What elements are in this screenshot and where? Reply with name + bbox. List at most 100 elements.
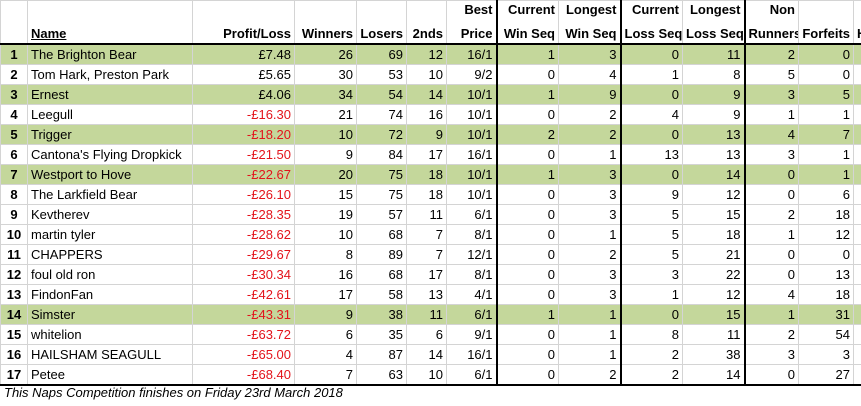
cell-longest-win-seq: 1 bbox=[558, 224, 621, 245]
cell-player-name: FindonFan bbox=[27, 284, 193, 305]
cell-position: 14 bbox=[0, 304, 28, 325]
cell-longest-win-seq: 1 bbox=[558, 304, 621, 325]
cell-non-runners: 3 bbox=[744, 344, 799, 365]
cell-non-runners: 2 bbox=[744, 204, 799, 225]
cell-player-name: Trigger bbox=[27, 124, 193, 145]
cell-holiday: 0 bbox=[853, 104, 861, 125]
cell-current-win-seq: 0 bbox=[495, 344, 559, 365]
header-current-win-seq: Current bbox=[495, 0, 559, 22]
header-profit-loss bbox=[192, 0, 295, 22]
header-seconds bbox=[406, 0, 447, 22]
cell-current-win-seq: 0 bbox=[495, 264, 559, 285]
cell-position: 3 bbox=[0, 84, 28, 105]
cell-current-loss-seq: 5 bbox=[619, 204, 683, 225]
cell-holiday: 1 bbox=[853, 184, 861, 205]
cell-player-name: The Brighton Bear bbox=[27, 43, 193, 65]
cell-best-price: 8/1 bbox=[446, 264, 497, 285]
cell-forfeits: 27 bbox=[798, 364, 854, 386]
cell-current-loss-seq: 1 bbox=[619, 64, 683, 85]
header-player-name bbox=[27, 0, 193, 22]
cell-longest-loss-seq: 13 bbox=[682, 124, 746, 145]
cell-losers: 58 bbox=[356, 284, 407, 305]
cell-losers: 72 bbox=[356, 124, 407, 145]
cell-current-loss-seq: 0 bbox=[619, 304, 683, 325]
cell-profit-loss: -£18.20 bbox=[192, 124, 295, 145]
cell-non-runners: 0 bbox=[744, 164, 799, 185]
cell-profit-loss: £4.06 bbox=[192, 84, 295, 105]
cell-current-win-seq: 1 bbox=[495, 84, 559, 105]
cell-player-name: Simster bbox=[27, 304, 193, 325]
cell-current-win-seq: 0 bbox=[495, 324, 559, 345]
table-row: 1 The Brighton Bear £7.48 26 69 12 16/1 1 3 0 11 2 0… bbox=[0, 43, 861, 65]
cell-seconds: 7 bbox=[406, 244, 447, 265]
cell-seconds: 10 bbox=[406, 64, 447, 85]
header-holiday: Holiday bbox=[853, 22, 861, 45]
header-profit-loss: Profit/Loss bbox=[192, 22, 295, 45]
header-losers bbox=[356, 0, 407, 22]
cell-holiday: 1 bbox=[853, 204, 861, 225]
cell-winners: 4 bbox=[294, 344, 357, 365]
cell-longest-loss-seq: 11 bbox=[682, 324, 746, 345]
cell-position: 8 bbox=[0, 184, 28, 205]
header-longest-loss-seq: Loss Seq bbox=[682, 22, 746, 45]
cell-longest-win-seq: 3 bbox=[558, 204, 621, 225]
cell-position: 5 bbox=[0, 124, 28, 145]
cell-winners: 26 bbox=[294, 43, 357, 65]
cell-player-name: Ernest bbox=[27, 84, 193, 105]
header-winners: Winners bbox=[294, 22, 357, 45]
cell-longest-loss-seq: 12 bbox=[682, 184, 746, 205]
cell-player-name: Westport to Hove bbox=[27, 164, 193, 185]
cell-profit-loss: -£16.30 bbox=[192, 104, 295, 125]
cell-holiday: 9 bbox=[853, 64, 861, 85]
cell-winners: 19 bbox=[294, 204, 357, 225]
cell-losers: 87 bbox=[356, 344, 407, 365]
cell-current-win-seq: 0 bbox=[495, 184, 559, 205]
cell-forfeits: 6 bbox=[798, 184, 854, 205]
naps-standings-table: Best Current Longest Current Longest Non Name P… bbox=[0, 0, 861, 386]
cell-forfeits: 3 bbox=[798, 344, 854, 365]
cell-current-loss-seq: 9 bbox=[619, 184, 683, 205]
cell-winners: 30 bbox=[294, 64, 357, 85]
cell-position: 7 bbox=[0, 164, 28, 185]
table-row: 2 Tom Hark, Preston Park £5.65 30 53 10 9/2 0 4 1… bbox=[0, 64, 861, 85]
header-non-runners: Runners bbox=[744, 22, 799, 45]
cell-longest-loss-seq: 15 bbox=[682, 304, 746, 325]
cell-forfeits: 54 bbox=[798, 324, 854, 345]
cell-longest-loss-seq: 14 bbox=[682, 164, 746, 185]
cell-longest-win-seq: 3 bbox=[558, 184, 621, 205]
cell-holiday: 0 bbox=[853, 144, 861, 165]
cell-position: 17 bbox=[0, 364, 28, 386]
cell-forfeits: 0 bbox=[798, 244, 854, 265]
cell-winners: 8 bbox=[294, 244, 357, 265]
cell-longest-loss-seq: 9 bbox=[682, 84, 746, 105]
cell-forfeits: 0 bbox=[798, 64, 854, 85]
header-row-bottom: Name Profit/Loss Winners Losers 2nds Price Win… bbox=[0, 22, 861, 45]
cell-best-price: 16/1 bbox=[446, 43, 497, 65]
cell-forfeits: 12 bbox=[798, 224, 854, 245]
header-current-loss-seq: Loss Seq bbox=[619, 22, 683, 45]
cell-best-price: 16/1 bbox=[446, 144, 497, 165]
cell-seconds: 18 bbox=[406, 184, 447, 205]
cell-current-loss-seq: 8 bbox=[619, 324, 683, 345]
cell-winners: 21 bbox=[294, 104, 357, 125]
table-row: 7 Westport to Hove -£22.67 20 75 18 10/1 1 3 0 14 0… bbox=[0, 164, 861, 185]
cell-player-name: Petee bbox=[27, 364, 193, 386]
cell-longest-loss-seq: 21 bbox=[682, 244, 746, 265]
cell-longest-win-seq: 2 bbox=[558, 364, 621, 386]
cell-profit-loss: £7.48 bbox=[192, 43, 295, 65]
cell-longest-win-seq: 1 bbox=[558, 344, 621, 365]
cell-current-win-seq: 0 bbox=[495, 364, 559, 386]
cell-player-name: Leegull bbox=[27, 104, 193, 125]
cell-best-price: 6/1 bbox=[446, 304, 497, 325]
header-row-top: Best Current Longest Current Longest Non bbox=[0, 0, 861, 22]
cell-best-price: 4/1 bbox=[446, 284, 497, 305]
cell-seconds: 16 bbox=[406, 104, 447, 125]
cell-current-loss-seq: 5 bbox=[619, 224, 683, 245]
cell-best-price: 12/1 bbox=[446, 244, 497, 265]
cell-non-runners: 4 bbox=[744, 284, 799, 305]
cell-forfeits: 0 bbox=[798, 43, 854, 65]
